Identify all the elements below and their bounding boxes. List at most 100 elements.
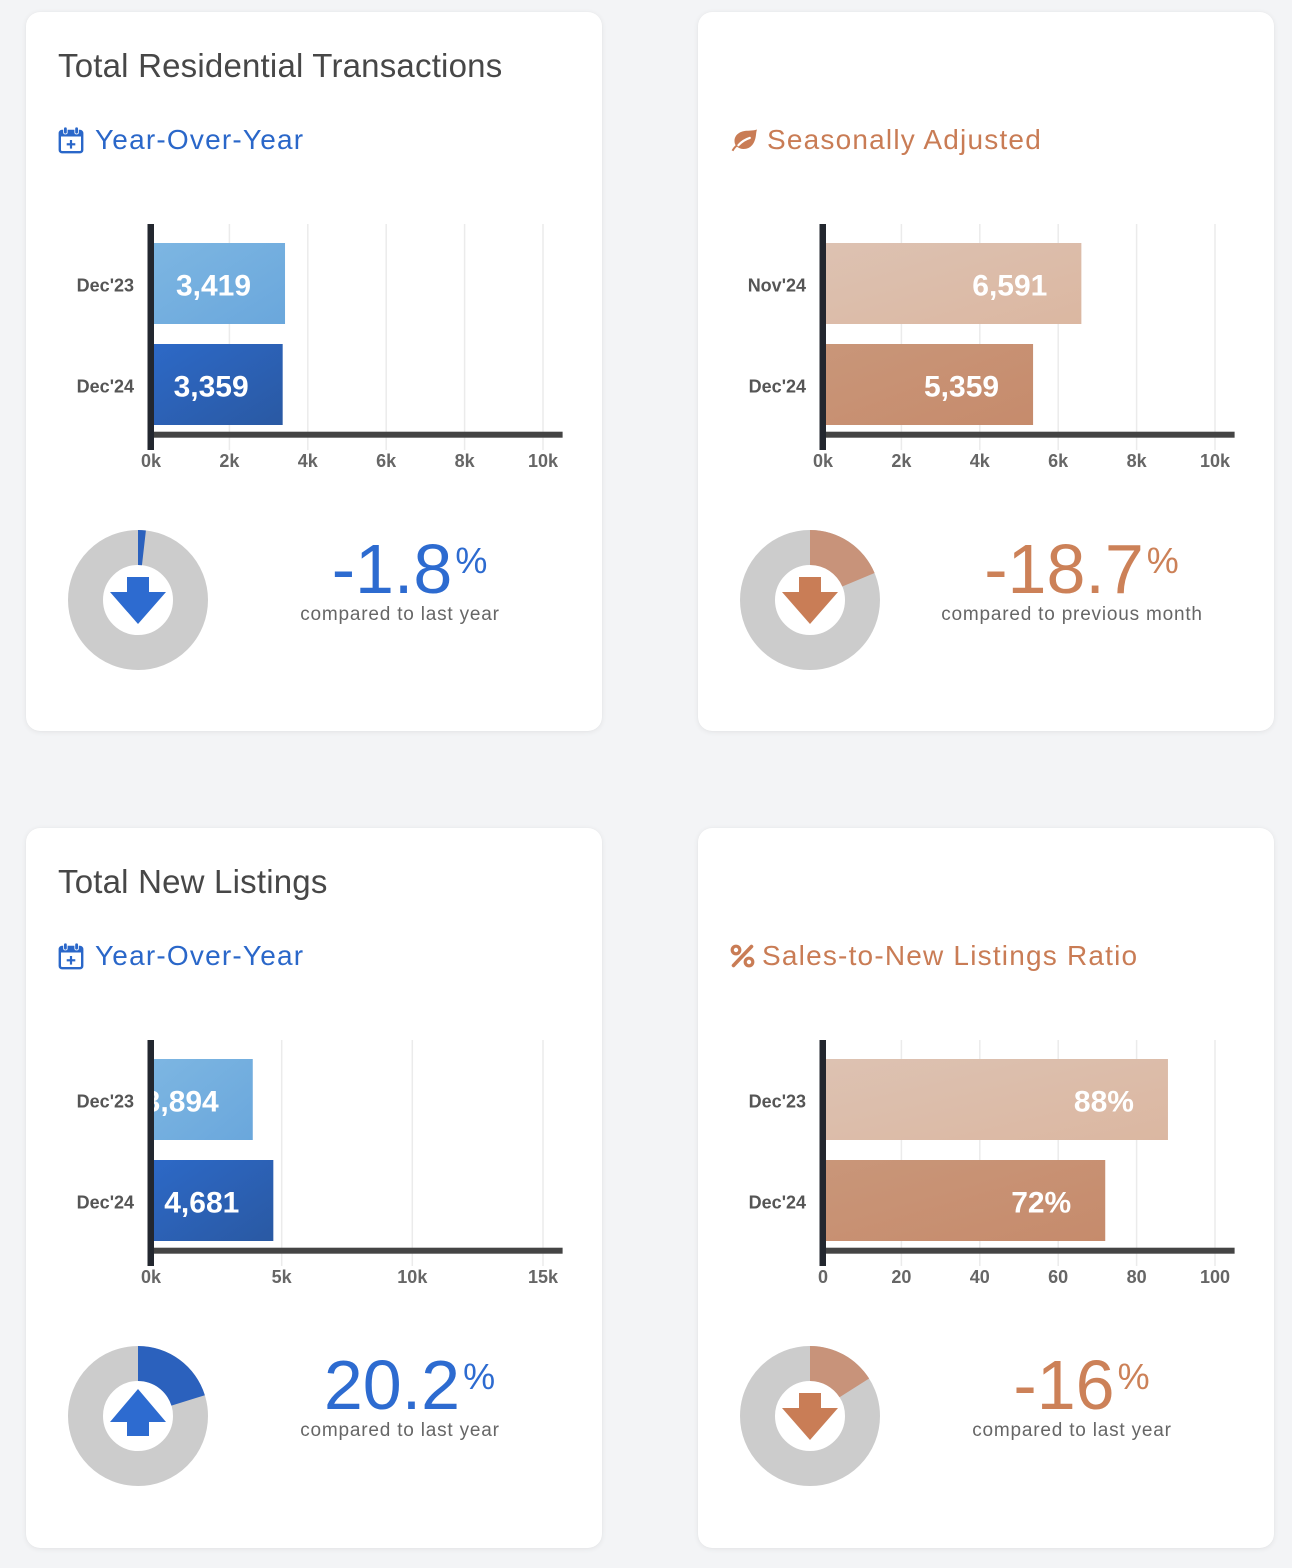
x-tick-label: 10k bbox=[528, 451, 559, 471]
card-subtitle: Year-Over-Year bbox=[58, 941, 304, 971]
x-tick-label: 20 bbox=[891, 1267, 911, 1287]
x-tick-label: 0k bbox=[141, 1267, 162, 1287]
card-subtitle-text: Seasonally Adjusted bbox=[767, 124, 1042, 155]
card-subtitle-text: Sales-to-New Listings Ratio bbox=[762, 940, 1139, 971]
x-tick-label: 2k bbox=[891, 451, 912, 471]
x-tick-label: 2k bbox=[219, 451, 240, 471]
x-tick-label: 40 bbox=[970, 1267, 990, 1287]
x-tick-label: 6k bbox=[376, 451, 397, 471]
category-label: Dec'24 bbox=[77, 377, 134, 397]
bar bbox=[823, 1160, 1106, 1241]
arrow-up-icon bbox=[110, 1388, 166, 1436]
card-subtitle-text: Year-Over-Year bbox=[95, 940, 305, 971]
percent-icon bbox=[730, 944, 755, 968]
bar-value-label: 3,419 bbox=[176, 270, 251, 303]
x-tick-label: 6k bbox=[1048, 451, 1069, 471]
card-seasonally-adjusted: Seasonally Adjusted 6,591 5,359 Nov'24 Dec'… bbox=[698, 12, 1274, 731]
bar bbox=[151, 1160, 274, 1241]
card-subtitle: Sales-to-New Listings Ratio bbox=[730, 941, 1138, 971]
card-sales-to-new-listings-ratio: Sales-to-New Listings Ratio 88% 72% Dec'23… bbox=[698, 828, 1274, 1548]
x-axis-line bbox=[151, 1247, 563, 1254]
bar-value-label: 72% bbox=[1011, 1187, 1071, 1220]
bar-chart: 88% 72% Dec'23 Dec'24 0 20 40 60 80 100 bbox=[749, 1040, 1235, 1287]
card-subtitle: Year-Over-Year bbox=[58, 125, 304, 155]
change-value: -16% bbox=[1013, 1350, 1149, 1420]
category-label: Dec'24 bbox=[77, 1193, 134, 1213]
bar-chart: 6,591 5,359 Nov'24 Dec'24 0k 2k 4k 6k 8k 10k bbox=[748, 224, 1235, 471]
change-donut bbox=[740, 529, 880, 670]
arrow-down-icon bbox=[782, 1392, 838, 1440]
arrow-down-icon bbox=[782, 576, 838, 624]
donut-slice bbox=[138, 529, 146, 565]
x-tick-label: 10k bbox=[1200, 451, 1231, 471]
bar-value-label: 3,359 bbox=[174, 371, 249, 404]
leaf-icon bbox=[730, 128, 758, 152]
change-number: -1.8 bbox=[331, 530, 453, 608]
donut-slice bbox=[138, 1345, 205, 1406]
change-unit: % bbox=[1146, 540, 1179, 581]
x-tick-label: 100 bbox=[1200, 1267, 1230, 1287]
change-caption: compared to last year bbox=[300, 604, 500, 625]
y-axis-line bbox=[147, 224, 154, 450]
x-axis-line bbox=[823, 1247, 1235, 1254]
bar-value-label: 6,591 bbox=[972, 270, 1047, 303]
card-subtitle-text: Year-Over-Year bbox=[95, 124, 305, 155]
category-label: Dec'24 bbox=[749, 1193, 806, 1213]
change-donut bbox=[68, 529, 208, 670]
y-axis-line bbox=[819, 224, 826, 450]
x-tick-label: 15k bbox=[528, 1267, 559, 1287]
change-caption: compared to previous month bbox=[941, 604, 1203, 625]
category-label: Dec'23 bbox=[749, 1092, 806, 1112]
bar bbox=[151, 1059, 253, 1140]
change-number: 20.2 bbox=[323, 1346, 461, 1424]
x-tick-label: 8k bbox=[1127, 451, 1148, 471]
y-axis-line bbox=[147, 1040, 154, 1266]
bar-value-label: 88% bbox=[1074, 1086, 1134, 1119]
calendar-plus-icon bbox=[58, 126, 84, 154]
bar bbox=[151, 243, 286, 324]
change-donut bbox=[68, 1345, 208, 1486]
x-tick-label: 4k bbox=[298, 451, 319, 471]
bar bbox=[151, 344, 283, 425]
category-label: Dec'24 bbox=[749, 377, 806, 397]
card-title: Total Residential Transactions bbox=[58, 47, 503, 84]
bar-chart: 3,894 4,681 Dec'23 Dec'24 0k 5k 10k 15k bbox=[77, 1040, 563, 1287]
change-value: -1.8% bbox=[332, 534, 488, 604]
change-value: -18.7% bbox=[984, 534, 1179, 604]
change-caption: compared to last year bbox=[300, 1420, 500, 1441]
x-tick-label: 5k bbox=[272, 1267, 293, 1287]
card-total-new-listings: Total New Listings Year-Over-Year 3,894 4… bbox=[26, 828, 602, 1548]
change-value: 20.2% bbox=[324, 1350, 495, 1420]
x-axis-line bbox=[823, 431, 1235, 438]
x-tick-label: 0k bbox=[813, 451, 834, 471]
bar bbox=[823, 1059, 1168, 1140]
bar bbox=[823, 243, 1082, 324]
category-label: Nov'24 bbox=[748, 276, 806, 296]
card-subtitle: Seasonally Adjusted bbox=[730, 125, 1042, 155]
change-unit: % bbox=[1117, 1356, 1150, 1397]
x-tick-label: 60 bbox=[1048, 1267, 1068, 1287]
donut-slice bbox=[810, 1345, 870, 1397]
donut-slice bbox=[810, 529, 875, 587]
bar-value-label: 5,359 bbox=[924, 371, 999, 404]
category-label: Dec'23 bbox=[77, 1092, 134, 1112]
change-donut bbox=[740, 1345, 880, 1486]
category-label: Dec'23 bbox=[77, 276, 134, 296]
x-tick-label: 4k bbox=[970, 451, 991, 471]
change-unit: % bbox=[463, 1356, 496, 1397]
bar-value-label: 3,894 bbox=[144, 1086, 219, 1119]
bar bbox=[823, 344, 1034, 425]
card-title: Total New Listings bbox=[58, 863, 328, 900]
change-unit: % bbox=[455, 540, 488, 581]
bar-chart: 3,419 3,359 Dec'23 Dec'24 0k 2k 4k 6k 8k 10k bbox=[77, 224, 563, 471]
x-tick-label: 0k bbox=[141, 451, 162, 471]
x-tick-label: 8k bbox=[455, 451, 476, 471]
bar-value-label: 4,681 bbox=[164, 1187, 239, 1220]
x-tick-label: 10k bbox=[397, 1267, 428, 1287]
x-axis-line bbox=[151, 431, 563, 438]
x-tick-label: 0 bbox=[818, 1267, 828, 1287]
y-axis-line bbox=[819, 1040, 826, 1266]
calendar-plus-icon bbox=[58, 942, 84, 970]
change-number: -18.7 bbox=[984, 530, 1144, 608]
